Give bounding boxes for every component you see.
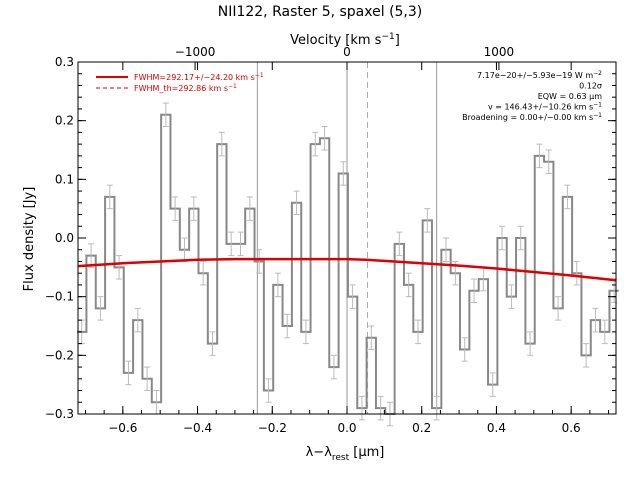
y-tick-label: 0.1 xyxy=(55,172,74,186)
y-tick-label: 0.3 xyxy=(55,55,74,69)
x-axis-label: λ−λrest [μm] xyxy=(306,445,385,463)
annotation-4: Broadening = 0.00+/−0.00 km s−1 xyxy=(462,112,602,122)
top-tick-label: 0 xyxy=(343,45,351,59)
x-tick-label: 0.4 xyxy=(487,421,506,435)
top-tick-label: 1000 xyxy=(484,45,515,59)
legend-label-0: FWHM=292.17+/−24.20 km s−1 xyxy=(134,72,264,82)
x-tick-label: −0.4 xyxy=(183,421,212,435)
x-tick-label: 0.2 xyxy=(412,421,431,435)
y-tick-label: −0.1 xyxy=(45,290,74,304)
legend-label-1: FWHM_th=292.86 km s−1 xyxy=(134,83,237,93)
annotation-0: 7.17e−20+/−5.93e−19 W m−2 xyxy=(477,70,602,80)
annotation-3: v = 146.43+/−10.26 km s−1 xyxy=(488,102,602,112)
top-axis-label: Velocity [km s−1] xyxy=(290,32,400,48)
y-tick-label: 0.0 xyxy=(55,231,74,245)
annotation-1: 0.12σ xyxy=(579,82,602,91)
y-tick-label: −0.2 xyxy=(45,348,74,362)
y-tick-label: 0.2 xyxy=(55,114,74,128)
x-tick-label: −0.2 xyxy=(258,421,287,435)
y-axis-label: Flux density [Jy] xyxy=(22,187,37,292)
chart-title: NII122, Raster 5, spaxel (5,3) xyxy=(218,4,423,20)
data-step-line xyxy=(77,113,619,415)
fit-curve xyxy=(77,257,617,282)
annotation-2: EQW = 0.63 μm xyxy=(538,92,602,101)
y-tick-label: −0.3 xyxy=(45,407,74,421)
x-tick-label: 0.6 xyxy=(562,421,581,435)
x-tick-label: 0.0 xyxy=(337,421,356,435)
x-tick-label: −0.6 xyxy=(108,421,137,435)
top-tick-label: −1000 xyxy=(175,45,216,59)
